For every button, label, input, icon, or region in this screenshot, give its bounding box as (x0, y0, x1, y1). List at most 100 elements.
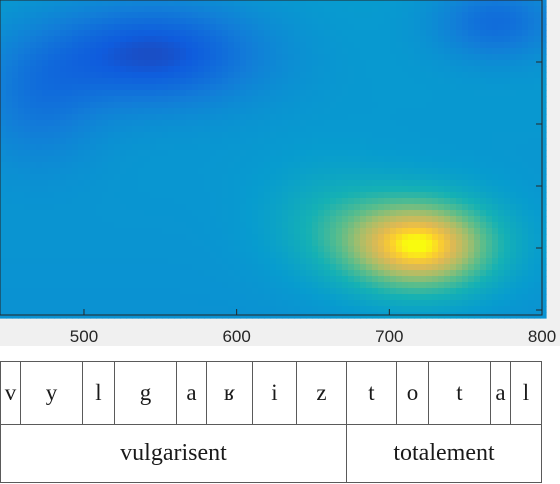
heatmap-cell (444, 264, 451, 271)
heatmap-cell (372, 192, 379, 199)
heatmap-cell (420, 300, 427, 307)
heatmap-cell (126, 246, 133, 253)
heatmap-cell (168, 198, 175, 205)
heatmap-cell (186, 162, 193, 169)
heatmap-cell (456, 42, 463, 49)
heatmap-cell (126, 222, 133, 229)
heatmap-cell (426, 0, 433, 7)
heatmap-cell (324, 6, 331, 13)
heatmap-cell (30, 72, 37, 79)
heatmap-cell (426, 150, 433, 157)
heatmap-cell (252, 84, 259, 91)
heatmap-cell (462, 264, 469, 271)
heatmap-cell (78, 186, 85, 193)
heatmap-cell (468, 282, 475, 289)
heatmap-cell (528, 24, 535, 31)
heatmap-cell (162, 264, 169, 271)
heatmap-cell (498, 66, 505, 73)
heatmap-cell (432, 246, 439, 253)
heatmap-cell (144, 192, 151, 199)
heatmap-cell (84, 114, 91, 121)
heatmap-cell (288, 90, 295, 97)
heatmap-cell (516, 276, 523, 283)
heatmap-cell (6, 162, 13, 169)
heatmap-cell (384, 252, 391, 259)
heatmap-cell (474, 288, 481, 295)
heatmap-cell (360, 108, 367, 115)
heatmap-cell (240, 96, 247, 103)
heatmap-cell (372, 198, 379, 205)
heatmap-cell (348, 300, 355, 307)
heatmap-cell (234, 300, 241, 307)
heatmap-cell (330, 90, 337, 97)
heatmap-cell (462, 246, 469, 253)
heatmap-cell (264, 84, 271, 91)
heatmap-cell (48, 174, 55, 181)
heatmap-cell (0, 210, 7, 217)
heatmap-cell (522, 234, 529, 241)
heatmap-cell (438, 60, 445, 67)
heatmap-cell (54, 258, 61, 265)
heatmap-cell (366, 36, 373, 43)
heatmap-cell (264, 156, 271, 163)
heatmap-cell (528, 246, 535, 253)
heatmap-cell (174, 186, 181, 193)
heatmap-cell (30, 306, 37, 313)
heatmap-cell (234, 48, 241, 55)
heatmap-cell (192, 252, 199, 259)
heatmap-cell (192, 168, 199, 175)
phone-cell: a (176, 361, 207, 425)
heatmap-cell (468, 0, 475, 7)
heatmap-cell (150, 114, 157, 121)
heatmap-cell (192, 174, 199, 181)
heatmap-cell (72, 48, 79, 55)
heatmap-cell (168, 18, 175, 25)
heatmap-cell (444, 78, 451, 85)
heatmap-cell (96, 228, 103, 235)
heatmap-cell (78, 150, 85, 157)
heatmap-cell (96, 192, 103, 199)
heatmap-cell (150, 6, 157, 13)
heatmap-cell (372, 258, 379, 265)
heatmap-cell (78, 138, 85, 145)
heatmap-cell (300, 96, 307, 103)
heatmap-cell (144, 90, 151, 97)
heatmap-cell (258, 180, 265, 187)
heatmap-cell (390, 108, 397, 115)
heatmap-cell (408, 180, 415, 187)
heatmap-cell (504, 120, 511, 127)
heatmap-cell (234, 24, 241, 31)
heatmap-cell (102, 198, 109, 205)
heatmap-cell (12, 36, 19, 43)
heatmap-cell (54, 12, 61, 19)
heatmap-cell (528, 132, 535, 139)
heatmap-cell (432, 288, 439, 295)
heatmap-cell (300, 138, 307, 145)
heatmap-cell (12, 42, 19, 49)
heatmap-cell (312, 18, 319, 25)
heatmap-cell (240, 120, 247, 127)
heatmap-cell (30, 288, 37, 295)
heatmap-cell (174, 192, 181, 199)
heatmap-cell (258, 54, 265, 61)
heatmap-cell (480, 120, 487, 127)
heatmap-cell (522, 126, 529, 133)
heatmap-cell (90, 282, 97, 289)
heatmap-cell (210, 306, 217, 313)
heatmap-cell (264, 42, 271, 49)
heatmap-cell (66, 198, 73, 205)
heatmap-cell (36, 288, 43, 295)
heatmap-cell (336, 24, 343, 31)
heatmap-cell (456, 30, 463, 37)
heatmap-cell (348, 54, 355, 61)
heatmap-cell (528, 120, 535, 127)
heatmap-cell (348, 198, 355, 205)
heatmap-cell (534, 102, 541, 109)
heatmap-cell (450, 198, 457, 205)
heatmap-cell (144, 54, 151, 61)
heatmap-cell (474, 276, 481, 283)
heatmap-cell (480, 204, 487, 211)
heatmap-cell (6, 156, 13, 163)
heatmap-cell (186, 228, 193, 235)
heatmap-cell (540, 192, 547, 199)
